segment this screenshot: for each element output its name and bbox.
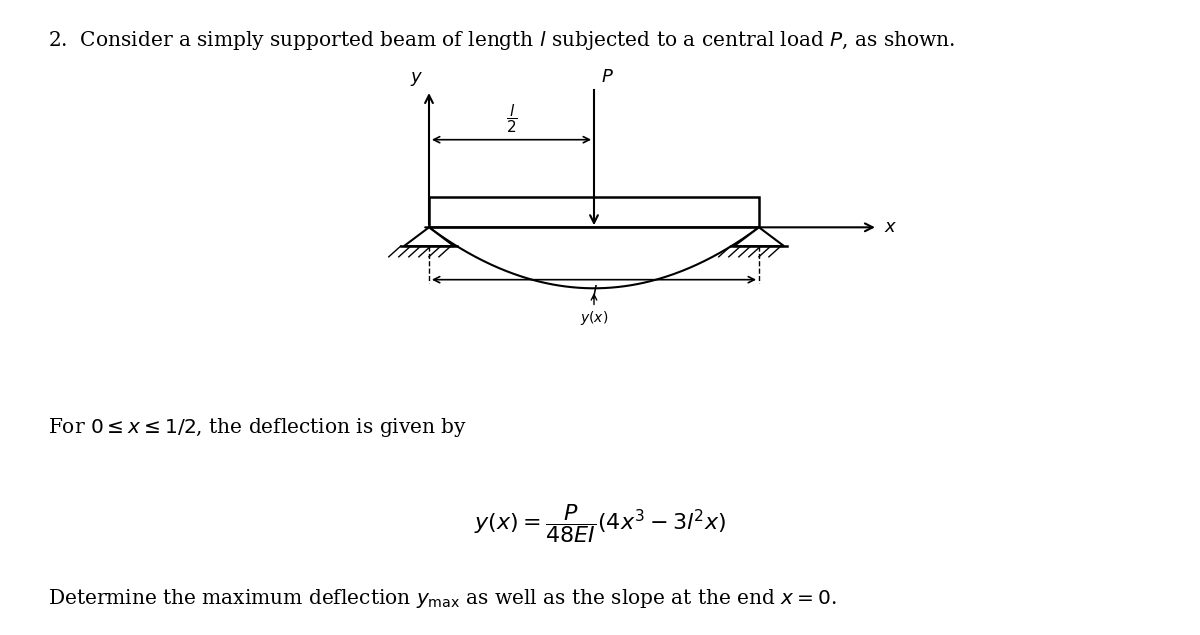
Text: 2.  Consider a simply supported beam of length $l$ subjected to a central load $: 2. Consider a simply supported beam of l… — [48, 29, 955, 51]
Polygon shape — [404, 227, 454, 246]
Polygon shape — [734, 227, 784, 246]
Text: Determine the maximum deflection $y_{\mathrm{max}}$ as well as the slope at the : Determine the maximum deflection $y_{\ma… — [48, 587, 836, 610]
Text: $y$: $y$ — [410, 70, 424, 88]
Text: $P$: $P$ — [600, 69, 613, 86]
Text: $y(x) = \dfrac{P}{48EI}(4x^3 - 3l^2x)$: $y(x) = \dfrac{P}{48EI}(4x^3 - 3l^2x)$ — [474, 502, 726, 545]
Text: $y(x)$: $y(x)$ — [580, 309, 608, 327]
Text: $\dfrac{l}{2}$: $\dfrac{l}{2}$ — [505, 102, 517, 135]
Text: For $0 \leq x \leq 1/2$, the deflection is given by: For $0 \leq x \leq 1/2$, the deflection … — [48, 416, 467, 439]
Text: $x$: $x$ — [884, 218, 898, 236]
Text: $l$: $l$ — [590, 285, 598, 304]
